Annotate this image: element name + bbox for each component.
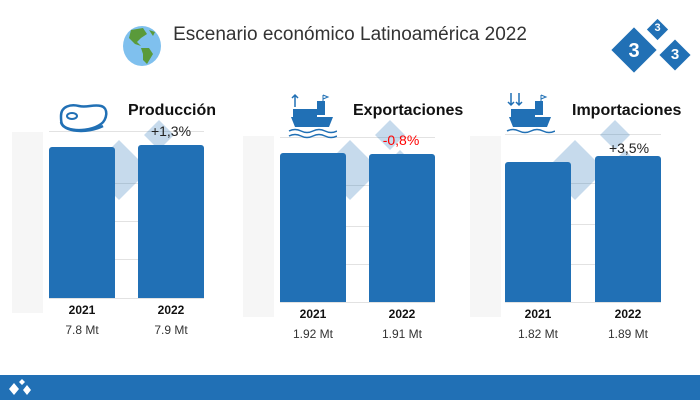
axis-baseline <box>505 302 661 303</box>
gridline <box>280 264 435 265</box>
gridline <box>280 137 435 138</box>
bar-2021 <box>49 147 115 298</box>
logo-333: 3 3 3 <box>611 18 697 88</box>
bar-2021 <box>280 153 346 302</box>
change-percent: +1,3% <box>150 123 192 139</box>
footer-bar <box>0 375 700 400</box>
x-tick-label: 2022 <box>614 307 642 321</box>
gridline <box>49 183 204 184</box>
x-tick-label: 2021 <box>68 303 96 317</box>
steak-icon <box>57 98 109 145</box>
plot-background <box>12 132 43 313</box>
gridline <box>49 259 204 260</box>
x-tick-label: 2022 <box>388 307 416 321</box>
import-ship-icon <box>505 93 556 144</box>
value-label: 1.91 Mt <box>381 327 423 341</box>
change-percent: -0,8% <box>382 132 420 148</box>
gridline <box>505 134 661 135</box>
panel-title: Producción <box>128 102 217 119</box>
bar-2021 <box>505 161 571 302</box>
value-label: 1.82 Mt <box>517 327 559 341</box>
globe-americas-icon <box>123 26 161 66</box>
value-label: 1.92 Mt <box>292 327 334 341</box>
export-ship-icon <box>287 93 338 144</box>
gridline <box>505 264 661 265</box>
gridline <box>505 224 661 225</box>
value-label: 1.89 Mt <box>607 327 649 341</box>
panel-title: Importaciones <box>572 102 682 119</box>
axis-baseline <box>49 298 204 299</box>
panel-title: Exportaciones <box>353 102 464 119</box>
gridline <box>280 185 435 186</box>
x-tick-label: 2022 <box>157 303 185 317</box>
value-label: 7.9 Mt <box>154 323 188 337</box>
gridline <box>280 226 435 227</box>
change-percent: +3,5% <box>608 140 650 156</box>
gridline <box>505 183 661 184</box>
page-title: Escenario económico Latinoamérica 2022 <box>173 24 527 45</box>
x-tick-label: 2021 <box>299 307 327 321</box>
bar-2022 <box>595 156 661 302</box>
bar-2022 <box>369 153 435 302</box>
plot-background <box>470 136 501 317</box>
value-label: 7.8 Mt <box>65 323 99 337</box>
footer-logo-icon <box>9 379 31 395</box>
plot-background <box>243 136 274 317</box>
axis-baseline <box>280 302 435 303</box>
gridline <box>49 221 204 222</box>
gridline <box>49 131 204 132</box>
bar-2022 <box>138 145 204 298</box>
x-tick-label: 2021 <box>524 307 552 321</box>
